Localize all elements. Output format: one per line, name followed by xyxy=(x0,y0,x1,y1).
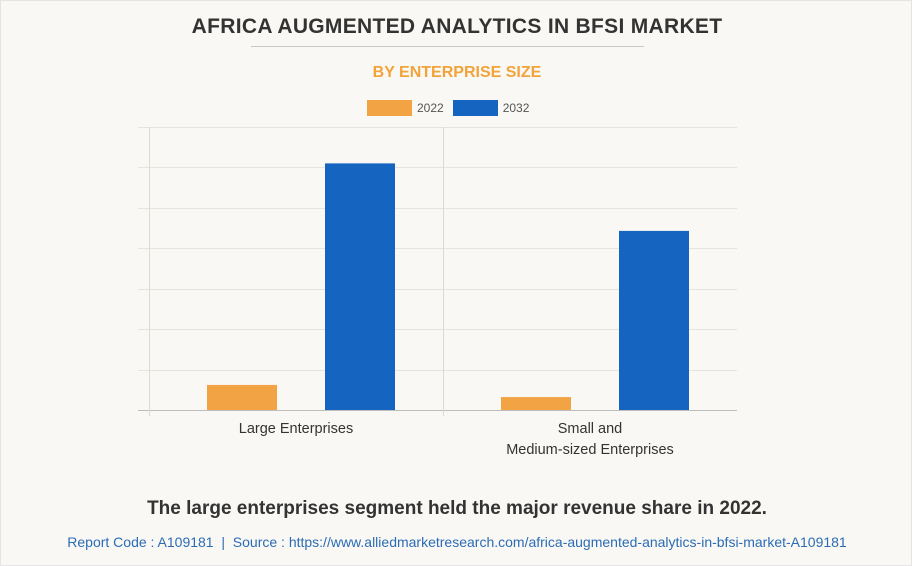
bar-2032-0[interactable] xyxy=(325,163,395,410)
title-divider xyxy=(251,46,644,47)
chart-caption: The large enterprises segment held the m… xyxy=(147,498,767,519)
x-tick-label: Large Enterprises xyxy=(239,421,353,437)
bar-2022-1[interactable] xyxy=(501,397,571,410)
chart-subtitle: BY ENTERPRISE SIZE xyxy=(372,64,542,81)
legend-swatch-2032 xyxy=(452,100,498,116)
legend-swatch-2022 xyxy=(367,100,412,116)
bar-chart: Large Enterprises Small and Medium-sized E… xyxy=(138,127,737,458)
chart-title: AFRICA AUGMENTED ANALYTICS IN BFSI MARKE… xyxy=(191,15,723,38)
report-source-footer[interactable]: Report Code : A109181 | Source : https:/… xyxy=(67,534,847,550)
bar-2032-1[interactable] xyxy=(619,230,689,410)
legend: 2022 2032 xyxy=(367,100,538,116)
legend-item-2032[interactable]: 2032 xyxy=(452,100,530,116)
legend-label-2022: 2022 xyxy=(417,101,444,115)
legend-item-2022[interactable]: 2022 xyxy=(367,100,444,116)
bars xyxy=(207,163,689,410)
bar-2022-0[interactable] xyxy=(207,384,277,410)
x-tick-label: Medium-sized Enterprises xyxy=(506,442,674,458)
x-tick-label: Small and xyxy=(558,421,622,437)
legend-label-2032: 2032 xyxy=(502,101,530,115)
x-axis-labels: Large Enterprises Small and Medium-sized E… xyxy=(239,421,674,458)
